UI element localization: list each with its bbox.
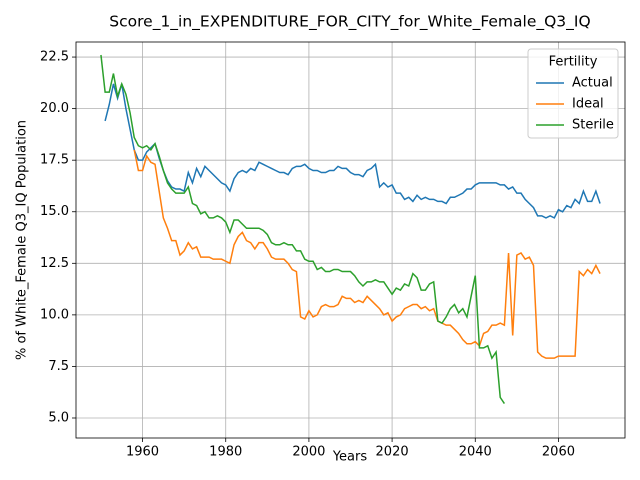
legend-label: Actual — [572, 76, 613, 91]
y-tick-label: 22.5 — [40, 50, 69, 65]
y-tick-label: 10.0 — [40, 307, 69, 322]
x-tick-label: 1960 — [126, 445, 159, 460]
y-tick-label: 7.5 — [48, 359, 69, 374]
plot-frame — [75, 41, 626, 439]
x-axis-label: Years — [332, 450, 368, 465]
legend-box — [527, 48, 619, 139]
series-line — [104, 83, 601, 219]
series-line — [100, 54, 506, 404]
x-tick-label: 1980 — [209, 445, 242, 460]
y-tick-label: 5.0 — [48, 410, 69, 425]
y-tick-label: 17.5 — [40, 153, 69, 168]
chart-title: Score_1_in_EXPENDITURE_FOR_CITY_for_Whit… — [109, 13, 590, 32]
legend-title: Fertility — [549, 55, 598, 70]
x-tick-label: 2020 — [376, 445, 409, 460]
y-axis-label: % of White_Female Q3_IQ Population — [15, 120, 30, 360]
x-tick-label: 2040 — [459, 445, 492, 460]
series-line — [133, 149, 601, 359]
y-tick-label: 15.0 — [40, 204, 69, 219]
y-tick-label: 20.0 — [40, 101, 69, 116]
y-tick-label: 12.5 — [40, 256, 69, 271]
x-tick-label: 2060 — [542, 445, 575, 460]
legend-label: Sterile — [572, 118, 614, 133]
x-tick-label: 2000 — [292, 445, 325, 460]
legend-label: Ideal — [572, 97, 604, 112]
